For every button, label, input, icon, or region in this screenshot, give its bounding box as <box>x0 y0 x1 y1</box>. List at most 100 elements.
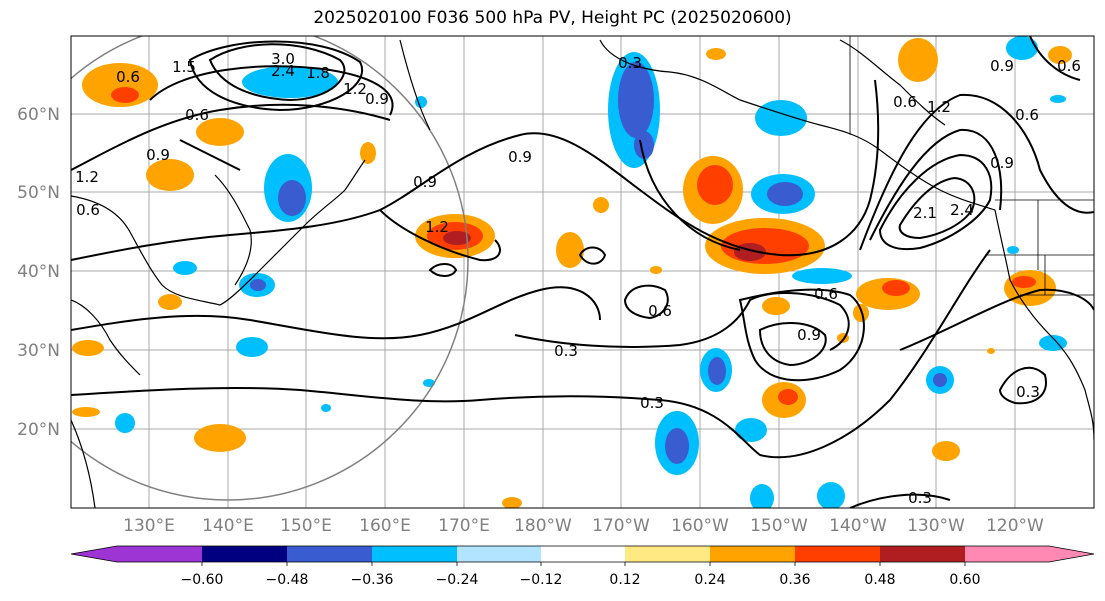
pv-positive-area <box>556 232 584 268</box>
colorbar-segment <box>71 546 202 562</box>
colorbar-segment <box>795 546 880 562</box>
pv-negative-area <box>1050 95 1066 103</box>
pv-negative-area <box>115 413 135 433</box>
pv-negative-area <box>250 279 266 291</box>
colorbar-tick-label: 0.12 <box>609 572 640 588</box>
contour-label: 0.3 <box>908 489 932 507</box>
contour-label: 2.4 <box>271 62 295 80</box>
lon-label: 170°E <box>438 516 490 536</box>
pv-positive-area <box>932 441 960 461</box>
contour-label: 0.6 <box>116 68 140 86</box>
lon-label: 130°E <box>123 516 175 536</box>
pv-negative-area <box>415 96 427 108</box>
pv-negative-area <box>236 337 268 357</box>
contour-label: 3.0 <box>271 50 295 68</box>
colorbar-tick-label: −0.36 <box>351 572 394 588</box>
pv-positive-area <box>1012 276 1036 288</box>
contour-label: 1.2 <box>343 80 367 98</box>
pv-negative-area <box>767 182 803 206</box>
lat-label: 40°N <box>17 262 60 282</box>
pv-positive-area <box>706 48 726 60</box>
pv-positive-area <box>360 142 376 164</box>
lon-label: 170°W <box>592 516 650 536</box>
contour-label: 0.3 <box>1016 383 1040 401</box>
pv-positive-area <box>762 297 790 315</box>
pv-negative-area <box>321 404 331 412</box>
lat-label: 60°N <box>17 105 60 125</box>
contour-label: 1.5 <box>172 58 196 76</box>
colorbar-tick-label: −0.48 <box>266 572 309 588</box>
coastlines <box>71 39 1094 508</box>
colorbar-tick-label: −0.60 <box>181 572 224 588</box>
contour-label: 0.9 <box>797 326 821 344</box>
colorbar-segment <box>202 546 287 562</box>
colorbar-segment <box>880 546 965 562</box>
colorbar-segment <box>541 546 625 562</box>
colorbar-outline <box>70 545 1095 563</box>
pv-positive-area <box>697 165 733 205</box>
pv-negative-area <box>242 66 338 98</box>
pv-negative-area <box>665 428 689 464</box>
pv-positive-area <box>443 231 471 245</box>
contour-label: 0.3 <box>554 342 578 360</box>
pv-positive-area <box>196 118 244 146</box>
pv-positive-area <box>882 280 910 296</box>
contour-label: 0.6 <box>893 93 917 111</box>
pv-positive-area <box>898 38 938 82</box>
pv-negative-area <box>278 180 306 216</box>
pv-negative-area <box>933 373 947 387</box>
contour-label: 0.9 <box>990 57 1014 75</box>
colorbar: −0.60 −0.48 −0.36 −0.24 −0.12 0.12 0.24 … <box>70 545 1095 588</box>
range-circle <box>71 36 469 501</box>
colorbar-tick-label: 0.24 <box>694 572 725 588</box>
colorbar-segment <box>965 546 1094 562</box>
pv-positive-area <box>158 294 182 310</box>
pv-positive-area <box>502 497 522 508</box>
colorbar-segment <box>457 546 541 562</box>
pv-positive-area <box>593 197 609 213</box>
pv-negative-area <box>618 62 654 138</box>
pv-positive-area <box>146 159 194 191</box>
contour-label: 0.9 <box>365 90 389 108</box>
contour-labels: 0.6 3.0 2.4 1.8 1.5 1.2 0.9 0.6 0.3 0.9 … <box>75 50 1081 507</box>
contour-label: 0.6 <box>1057 57 1081 75</box>
pv-positive-area <box>778 389 798 405</box>
pv-positive-area <box>72 340 104 356</box>
contour-label: 0.6 <box>648 302 672 320</box>
contour-label: 0.3 <box>618 54 642 72</box>
lat-label: 20°N <box>17 420 60 440</box>
map-frame <box>70 35 1095 509</box>
lon-label: 150°E <box>280 516 332 536</box>
lat-axis: 60°N 50°N 40°N 30°N 20°N <box>17 105 60 440</box>
contour-label: 0.3 <box>640 394 664 412</box>
pv-positive-area <box>987 348 995 354</box>
colorbar-segment <box>287 546 372 562</box>
pv-positive-area <box>72 407 100 417</box>
pv-negative-area <box>792 268 852 284</box>
contour-label: 0.9 <box>146 146 170 164</box>
pv-positive-area <box>1004 270 1056 306</box>
graticule <box>71 36 1094 508</box>
pv-negative-area <box>708 357 726 385</box>
height-contours <box>71 36 1094 508</box>
pv-positive-area <box>194 424 246 452</box>
pv-negative-area <box>423 379 435 387</box>
pv-negative-area <box>634 131 654 159</box>
pv-positive-area <box>111 87 139 103</box>
lon-label: 150°W <box>750 516 808 536</box>
pv-negative-area <box>817 482 845 508</box>
lon-label: 120°W <box>986 516 1044 536</box>
pv-positive-area <box>82 63 158 107</box>
contour-label: 0.9 <box>990 154 1014 172</box>
contour-label: 2.4 <box>950 201 974 219</box>
contour-label: 0.9 <box>413 173 437 191</box>
lon-label: 180°W <box>514 516 572 536</box>
pv-negative-area <box>1006 36 1038 60</box>
colorbar-tick-label: 0.36 <box>779 572 810 588</box>
pv-negative-area <box>1039 335 1067 351</box>
contour-label: 0.6 <box>76 201 100 219</box>
contour-label: 1.8 <box>306 64 330 82</box>
lon-label: 160°E <box>359 516 411 536</box>
pv-negative-area <box>1007 246 1019 254</box>
